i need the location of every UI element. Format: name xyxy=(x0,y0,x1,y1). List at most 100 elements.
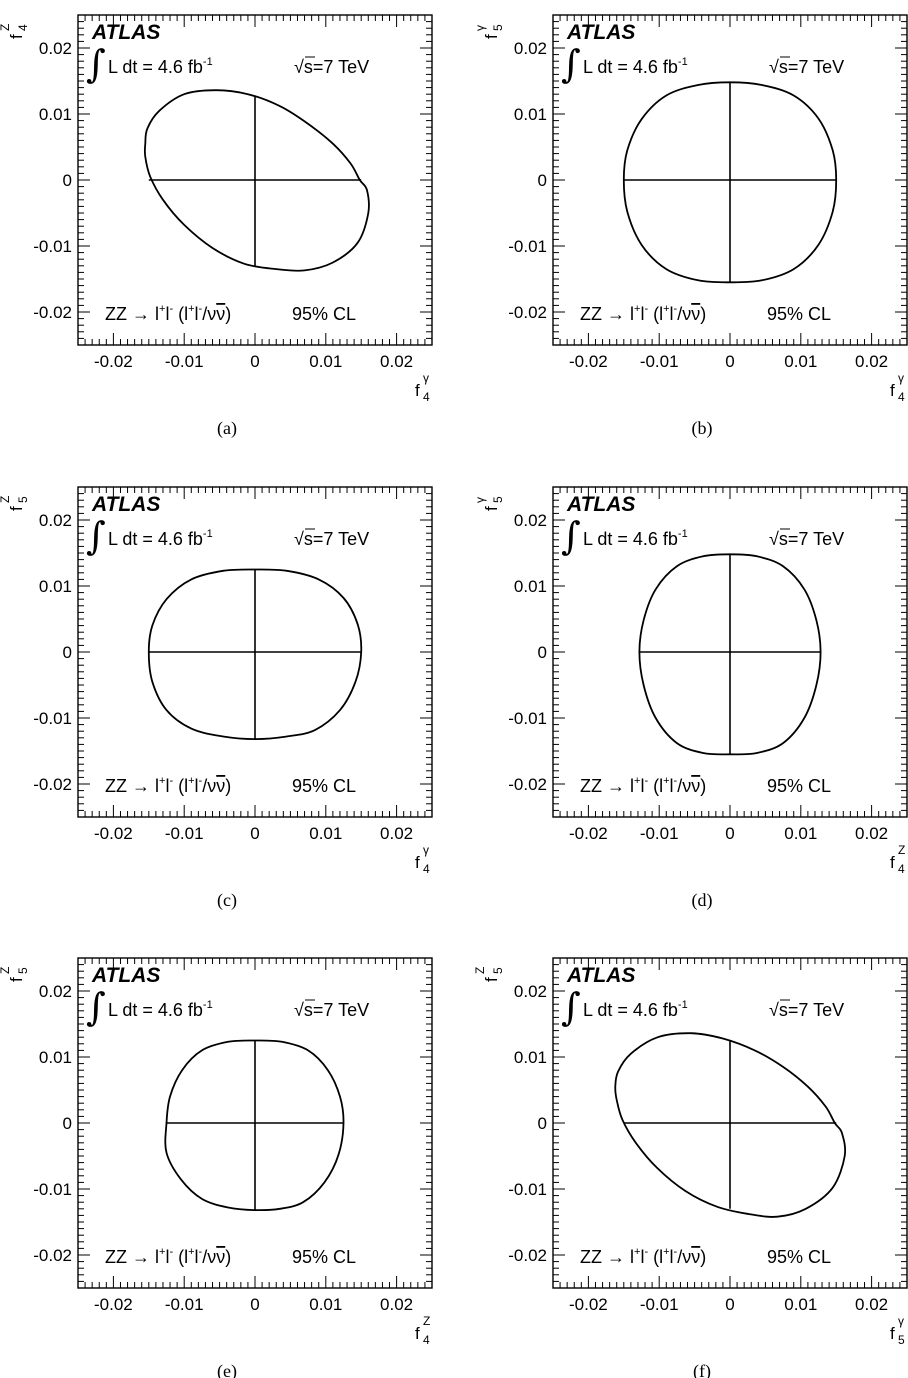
cl-label: 95% CL xyxy=(292,1247,356,1267)
process-sup: + xyxy=(159,1246,165,1258)
process-sup: - xyxy=(199,775,203,787)
process-text: ZZ → l xyxy=(580,776,634,796)
axis-ticks xyxy=(552,486,908,818)
process-sup: + xyxy=(188,1246,194,1258)
process-text: /ν xyxy=(677,1247,691,1267)
x-tick-label: 0.02 xyxy=(855,352,888,371)
x-axis-label-sup: Z xyxy=(423,1314,430,1328)
process-text: ) xyxy=(700,304,706,324)
y-axis-label-sup: γ xyxy=(473,497,487,503)
process-sup: + xyxy=(159,303,165,315)
x-axis-label: f 4 Z xyxy=(415,1314,430,1347)
y-axis-label-sub: 5 xyxy=(16,967,30,974)
x-axis-label-base: f xyxy=(890,1324,895,1343)
luminosity-label: L dt = 4.6 fb-1 xyxy=(583,56,688,77)
process-text: l xyxy=(640,1247,644,1267)
y-axis-label: f 5γ xyxy=(473,496,505,511)
x-tick-label: 0 xyxy=(725,1295,734,1314)
cl-label: 95% CL xyxy=(292,304,356,324)
process-text: /ν xyxy=(202,304,216,324)
x-axis-label-sub: 4 xyxy=(898,862,905,876)
luminosity-text: L dt = 4.6 fb xyxy=(108,1000,203,1020)
luminosity-text: L dt = 4.6 fb xyxy=(583,1000,678,1020)
process-text: l xyxy=(195,304,199,324)
contour-95cl xyxy=(614,1032,847,1218)
x-tick-label: 0 xyxy=(250,1295,259,1314)
process-label: ZZ → l+l- (l+l-/νν) xyxy=(105,775,231,796)
x-tick-label: 0.02 xyxy=(380,352,413,371)
process-label: ZZ → l+l- (l+l-/νν) xyxy=(580,1246,706,1267)
y-tick-label: 0.02 xyxy=(514,982,547,1001)
y-tick-label: -0.02 xyxy=(508,775,547,794)
process-text: /ν xyxy=(677,304,691,324)
process-sup: - xyxy=(644,303,648,315)
energy-label: √s=7 TeV xyxy=(294,1000,369,1020)
y-axis-label-base: f xyxy=(7,977,26,982)
y-tick-label: 0.02 xyxy=(39,39,72,58)
x-axis-label: f 5 γ xyxy=(890,1314,905,1347)
y-axis-label: f 4Z xyxy=(0,24,30,39)
luminosity-label: L dt = 4.6 fb-1 xyxy=(108,528,213,549)
process-label: ZZ → l+l- (l+l-/νν) xyxy=(105,303,231,324)
process-sup: - xyxy=(169,1246,173,1258)
x-tick-label: 0.01 xyxy=(309,824,342,843)
axis-ticks xyxy=(552,14,908,346)
y-tick-label: -0.01 xyxy=(33,1180,72,1199)
process-nubar: ν xyxy=(691,1247,700,1267)
y-axis-label-sup: Z xyxy=(0,967,12,974)
integral-sign-icon: ∫ xyxy=(561,42,581,86)
y-tick-label: 0 xyxy=(63,171,72,190)
energy-text: s=7 TeV xyxy=(304,529,369,549)
process-text: l xyxy=(165,304,169,324)
sqrt-icon: √ xyxy=(294,57,304,77)
y-tick-label: 0.02 xyxy=(39,511,72,530)
process-text: (l xyxy=(648,1247,663,1267)
panel-c: -0.02 -0.01 0 0.01 0.020.020.010-0.01-0.02f 4… xyxy=(0,486,433,911)
y-tick-label: 0.02 xyxy=(39,982,72,1001)
process-text: (l xyxy=(648,776,663,796)
axis-ticks xyxy=(552,957,908,1289)
x-axis-label-sup: γ xyxy=(898,371,904,385)
y-axis-label-sub: 5 xyxy=(16,496,30,503)
atlas-label: ATLAS xyxy=(91,21,160,44)
luminosity-text: L dt = 4.6 fb xyxy=(108,57,203,77)
x-axis-label: f 4 γ xyxy=(415,843,430,876)
x-axis-label-base: f xyxy=(890,381,895,400)
x-tick-label: -0.01 xyxy=(640,352,679,371)
process-nubar: ν xyxy=(691,304,700,324)
process-nubar: ν xyxy=(216,776,225,796)
panel-caption: (a) xyxy=(217,418,237,439)
y-tick-label: 0.01 xyxy=(39,577,72,596)
energy-text: s=7 TeV xyxy=(779,1000,844,1020)
process-sup: + xyxy=(634,775,640,787)
y-tick-label: 0.02 xyxy=(514,511,547,530)
x-axis-label-sup: Z xyxy=(898,843,905,857)
process-sup: - xyxy=(199,1246,203,1258)
process-sup: + xyxy=(634,303,640,315)
energy-text: s=7 TeV xyxy=(779,529,844,549)
x-tick-label: 0 xyxy=(250,824,259,843)
process-sup: - xyxy=(199,303,203,315)
x-tick-label: 0 xyxy=(725,352,734,371)
contour-95cl xyxy=(143,89,370,272)
process-sup: - xyxy=(644,775,648,787)
process-text: l xyxy=(670,304,674,324)
panel-caption: (b) xyxy=(692,418,713,439)
luminosity-label: L dt = 4.6 fb-1 xyxy=(583,528,688,549)
y-axis-label-sup: Z xyxy=(473,967,487,974)
x-axis-label: f 4 γ xyxy=(415,371,430,404)
y-tick-label: -0.02 xyxy=(508,1246,547,1265)
luminosity-exponent: -1 xyxy=(678,56,688,68)
axis-ticks xyxy=(77,957,433,1289)
panel-e: -0.02 -0.01 0 0.01 0.020.020.010-0.01-0.02f 4… xyxy=(0,957,433,1378)
process-sup: - xyxy=(644,1246,648,1258)
y-axis-label-sup: Z xyxy=(0,24,12,31)
sqrt-icon: √ xyxy=(769,529,779,549)
process-sup: - xyxy=(169,775,173,787)
x-axis-label-base: f xyxy=(890,853,895,872)
luminosity-text: L dt = 4.6 fb xyxy=(108,529,203,549)
x-tick-label: -0.02 xyxy=(569,824,608,843)
process-nubar: ν xyxy=(216,304,225,324)
axis-ticks xyxy=(77,14,433,346)
panel-caption: (f) xyxy=(693,1361,711,1378)
